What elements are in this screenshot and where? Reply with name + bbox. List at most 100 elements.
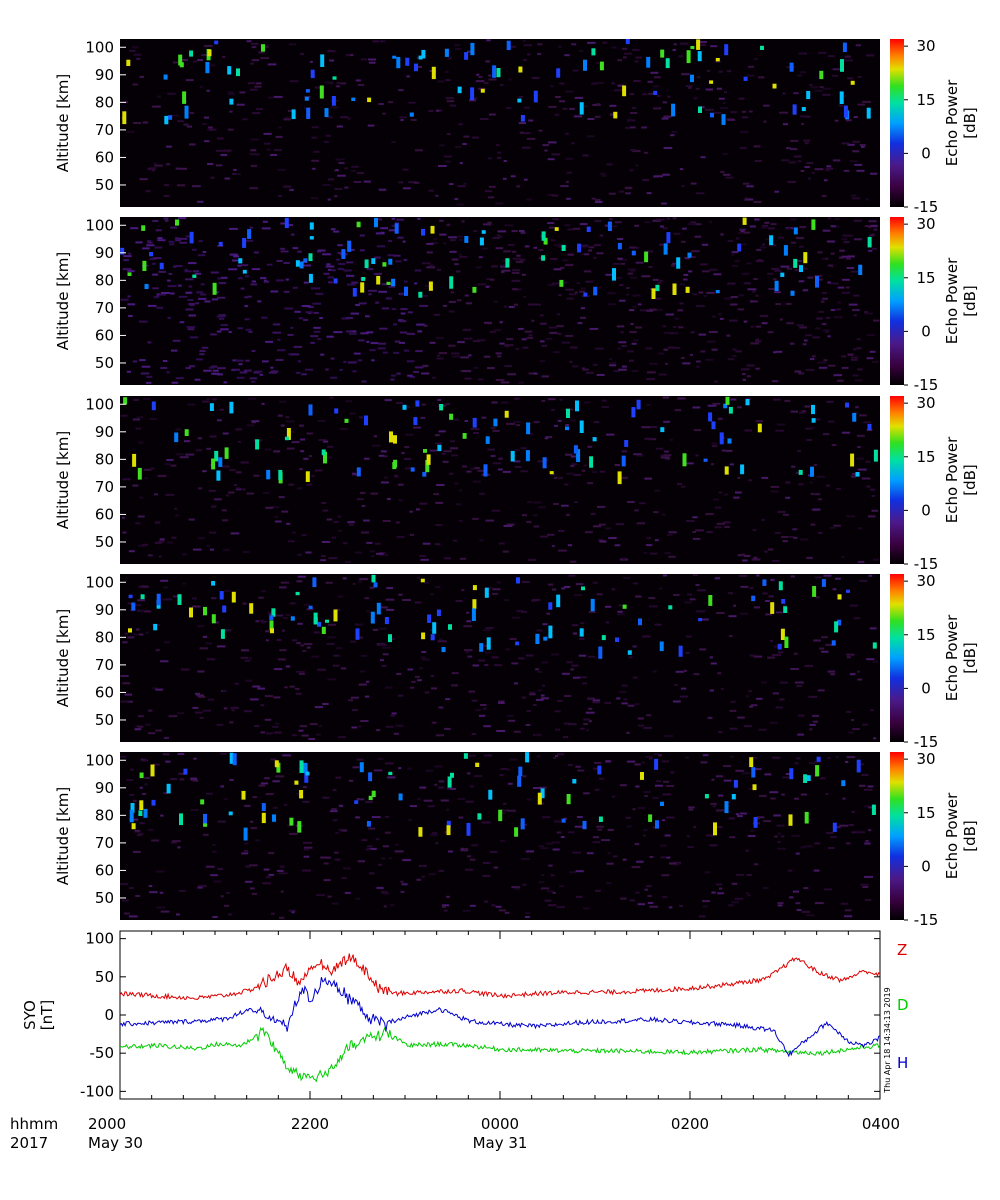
noise-cell [280, 581, 290, 584]
noise-cell [160, 367, 168, 369]
noise-cell [485, 519, 495, 522]
noise-cell [821, 323, 827, 326]
noise-cell [321, 555, 326, 558]
echo-cell [420, 578, 425, 583]
noise-cell [142, 247, 150, 250]
noise-cell [495, 247, 504, 250]
noise-cell [343, 867, 351, 870]
noise-cell [642, 834, 646, 837]
noise-cell [729, 319, 738, 322]
echo-cell [333, 278, 338, 284]
noise-cell [716, 612, 725, 614]
echo-cell [159, 262, 164, 270]
noise-cell [629, 899, 635, 902]
echo-cell [368, 772, 373, 782]
noise-cell [414, 269, 422, 272]
noise-cell [171, 841, 177, 844]
noise-cell [249, 698, 259, 701]
echo-cell [783, 245, 788, 256]
noise-cell [518, 381, 525, 384]
noise-cell [252, 685, 261, 688]
noise-cell [333, 654, 340, 657]
noise-cell [664, 735, 674, 737]
colorbar-tick-label: 15 [916, 626, 935, 644]
noise-cell [661, 513, 666, 516]
colorbar-label-unit: [dB] [961, 107, 979, 139]
noise-cell [150, 467, 155, 470]
noise-cell [127, 700, 134, 703]
echo-cell [219, 591, 224, 600]
noise-cell [162, 753, 170, 756]
noise-cell [172, 339, 181, 342]
noise-cell [593, 256, 597, 259]
noise-cell [812, 720, 818, 723]
noise-cell [408, 818, 413, 821]
noise-cell [279, 586, 287, 589]
noise-cell [206, 658, 216, 661]
noise-cell [654, 489, 661, 492]
noise-cell [229, 469, 237, 472]
noise-cell [696, 365, 700, 368]
noise-cell [750, 829, 755, 832]
echo-cell [743, 76, 748, 81]
noise-cell [459, 238, 464, 241]
noise-cell [268, 612, 274, 615]
noise-cell [729, 463, 734, 466]
echo-cell [126, 59, 131, 66]
noise-cell [670, 771, 675, 774]
noise-cell [614, 544, 621, 547]
noise-cell [457, 798, 466, 800]
noise-cell [395, 724, 404, 727]
echo-cell [470, 42, 475, 56]
noise-cell [219, 317, 225, 320]
noise-cell [496, 730, 506, 732]
noise-cell [513, 460, 521, 463]
noise-cell [735, 769, 744, 772]
noise-cell [757, 259, 763, 261]
noise-cell [549, 331, 558, 334]
echo-cell [414, 63, 418, 72]
noise-cell [380, 450, 387, 453]
noise-cell [631, 48, 640, 51]
noise-cell [178, 284, 182, 287]
noise-cell [291, 911, 295, 914]
noise-cell [407, 668, 414, 671]
noise-cell [145, 190, 151, 193]
noise-cell [570, 346, 578, 349]
noise-cell [202, 400, 210, 403]
noise-cell [138, 633, 144, 636]
noise-cell [143, 397, 151, 400]
noise-cell [297, 250, 302, 253]
noise-cell [339, 368, 343, 371]
noise-cell [469, 785, 474, 788]
noise-cell [816, 475, 826, 478]
noise-cell [728, 817, 735, 820]
noise-cell [626, 287, 630, 289]
echo-cell [184, 105, 189, 119]
noise-cell [317, 338, 322, 341]
noise-cell [434, 783, 438, 786]
echo-cell [801, 107, 806, 112]
noise-cell [327, 623, 336, 626]
noise-cell [706, 291, 715, 294]
noise-cell [446, 133, 451, 135]
echo-cell [839, 91, 844, 104]
noise-cell [341, 877, 347, 880]
noise-cell [857, 368, 863, 371]
noise-cell [213, 498, 222, 501]
echo-cell [432, 622, 437, 634]
noise-cell [774, 835, 778, 838]
noise-cell [129, 794, 135, 796]
magnetometer-frame [119, 930, 881, 1100]
noise-cell [808, 695, 818, 698]
noise-cell [382, 845, 389, 848]
noise-cell [155, 870, 165, 873]
echo-cell [613, 111, 618, 119]
noise-cell [314, 469, 323, 472]
noise-cell [740, 368, 750, 371]
noise-cell [552, 848, 560, 851]
noise-cell [648, 757, 653, 760]
noise-cell [396, 535, 405, 538]
noise-cell [155, 649, 160, 652]
noise-cell [625, 192, 631, 195]
